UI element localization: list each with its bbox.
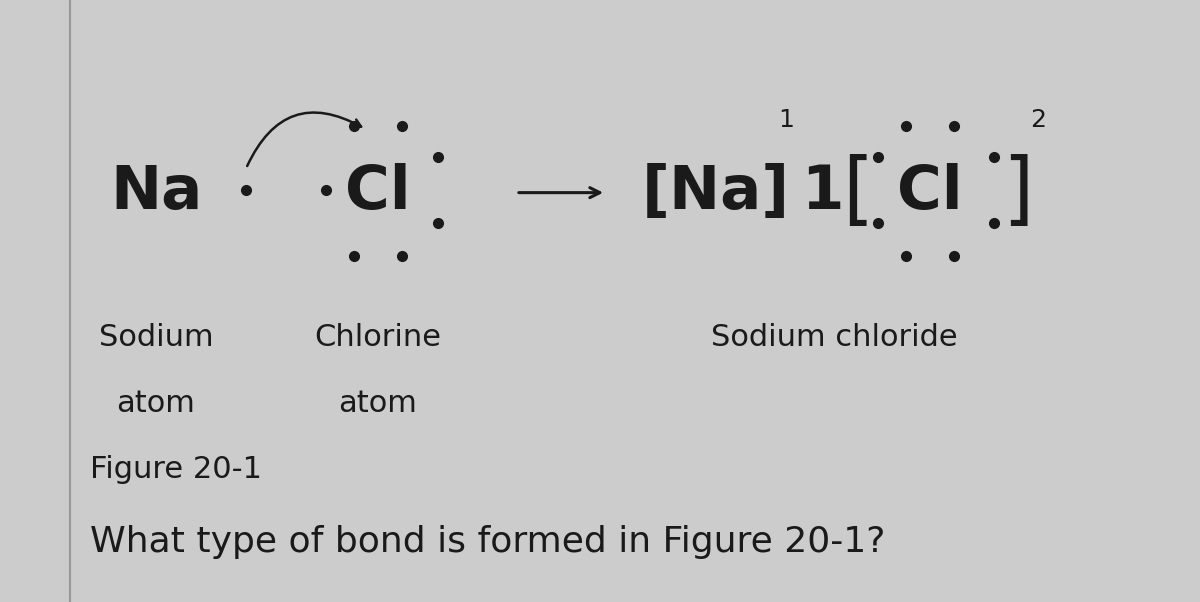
Text: ]: ] <box>1002 154 1033 232</box>
Text: Na: Na <box>110 163 202 222</box>
Text: Figure 20-1: Figure 20-1 <box>90 455 262 484</box>
FancyArrowPatch shape <box>247 113 361 166</box>
Text: [: [ <box>842 154 874 232</box>
Text: atom: atom <box>116 389 196 418</box>
Text: Cl: Cl <box>898 163 962 222</box>
Text: 1: 1 <box>800 163 844 222</box>
Text: 1: 1 <box>778 108 794 132</box>
Text: Sodium chloride: Sodium chloride <box>710 323 958 352</box>
Text: Chlorine: Chlorine <box>314 323 442 352</box>
Text: [Na]: [Na] <box>642 163 790 222</box>
Text: What type of bond is formed in Figure 20-1?: What type of bond is formed in Figure 20… <box>90 525 886 559</box>
Text: 2: 2 <box>1030 108 1046 132</box>
Text: Sodium: Sodium <box>98 323 214 352</box>
Text: Cl: Cl <box>346 163 410 222</box>
Text: atom: atom <box>338 389 418 418</box>
